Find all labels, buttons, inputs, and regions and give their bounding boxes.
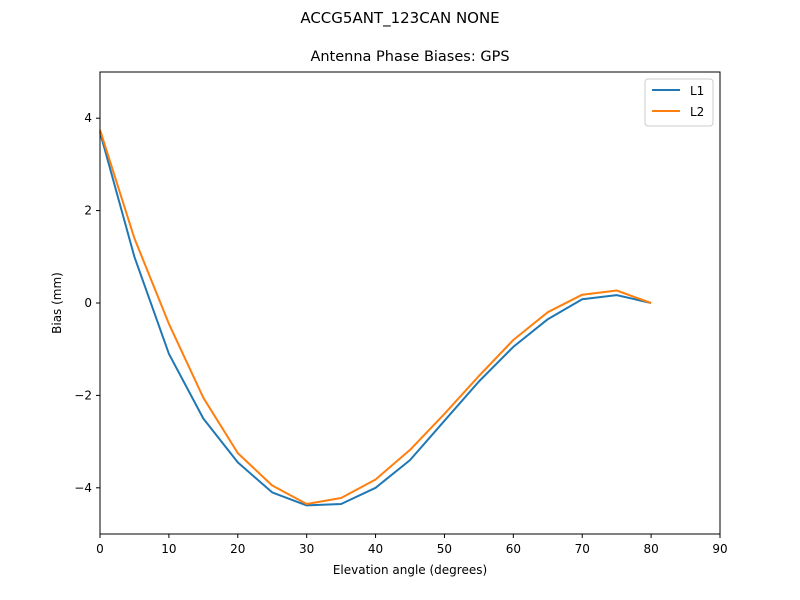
legend-l2-label: L2 xyxy=(690,105,704,119)
x-axis: 0 10 20 30 40 50 60 70 80 90 xyxy=(96,534,728,556)
x-tick-label: 10 xyxy=(161,542,176,556)
y-axis-label: Bias (mm) xyxy=(50,272,64,334)
chart-title: Antenna Phase Biases: GPS xyxy=(310,49,510,65)
series-line-l2 xyxy=(99,129,652,505)
x-tick-label: 80 xyxy=(643,542,658,556)
axes-frame xyxy=(99,71,721,535)
y-tick-label: 4 xyxy=(84,111,92,125)
legend-l1-label: L1 xyxy=(690,84,704,98)
x-tick-label: 40 xyxy=(368,542,383,556)
legend: L1 L2 xyxy=(644,78,714,127)
x-axis-label: Elevation angle (degrees) xyxy=(333,563,487,577)
x-tick-label: 0 xyxy=(96,542,104,556)
y-tick-label: −2 xyxy=(74,388,92,402)
y-tick-label: −4 xyxy=(74,481,92,495)
figure-suptitle: ACCG5ANT_123CAN NONE xyxy=(300,9,500,27)
x-tick-label: 70 xyxy=(575,542,590,556)
y-tick-label: 2 xyxy=(84,204,92,218)
x-tick-label: 20 xyxy=(230,542,245,556)
x-tick-label: 60 xyxy=(506,542,521,556)
x-tick-label: 90 xyxy=(712,542,727,556)
y-axis: −4 −2 0 2 4 xyxy=(74,111,100,495)
series-line-l1 xyxy=(99,131,652,507)
x-tick-label: 50 xyxy=(437,542,452,556)
series-layer xyxy=(99,129,652,507)
x-tick-label: 30 xyxy=(299,542,314,556)
y-tick-label: 0 xyxy=(84,296,92,310)
